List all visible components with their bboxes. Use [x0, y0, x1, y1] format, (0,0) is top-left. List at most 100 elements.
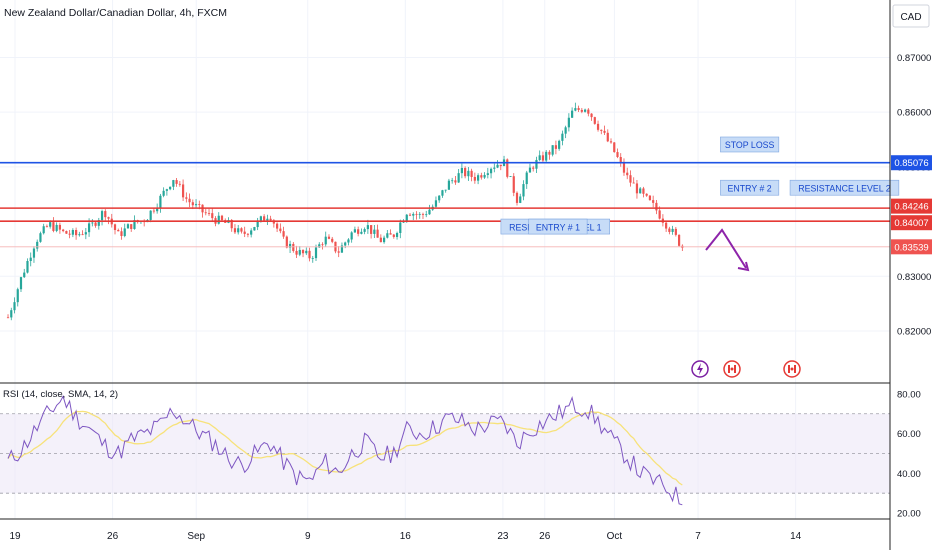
candle-8: [32, 246, 36, 263]
rsi-tick-0: 20.00: [897, 509, 921, 520]
candle-body-127: [418, 213, 421, 215]
candle-body-107: [353, 229, 357, 233]
time-axis[interactable]: 19 26 Sep 9 16 23 26 Oct 7 14: [9, 531, 801, 542]
candle-195: [639, 186, 642, 194]
annotation-text-0: STOP LOSS: [725, 140, 775, 150]
candle-body-164: [538, 155, 541, 160]
candle-163: [535, 156, 538, 173]
candle-52: [175, 178, 178, 187]
candle-body-166: [545, 151, 548, 161]
candle-body-85: [282, 231, 285, 237]
candle-47: [159, 193, 162, 213]
candle-body-163: [535, 159, 538, 169]
candle-136: [447, 178, 451, 190]
candle-body-133: [438, 195, 441, 201]
candle-76: [253, 226, 256, 231]
candle-body-91: [301, 249, 305, 254]
annotation-2[interactable]: RESISTANCE LEVEL 2: [789, 179, 900, 196]
candle-body-193: [632, 182, 635, 184]
horizontal-lines[interactable]: [0, 161, 890, 248]
candle-169: [554, 140, 558, 155]
candle-body-109: [360, 231, 363, 234]
annotation-0[interactable]: STOP LOSS: [720, 136, 780, 153]
annotation-1[interactable]: ENTRY # 2: [720, 179, 780, 196]
candle-body-4: [19, 277, 23, 290]
candle-body-162: [532, 167, 535, 169]
candle-38: [130, 224, 133, 232]
candle-body-172: [564, 127, 567, 134]
candle-body-192: [629, 175, 632, 183]
candle-body-110: [363, 229, 366, 232]
candle-181: [593, 116, 596, 125]
candle-body-22: [78, 234, 81, 236]
rsi-tick-1: 40.00: [897, 469, 921, 480]
candle-body-56: [188, 198, 191, 203]
candle-182: [596, 120, 600, 132]
currency-label[interactable]: CAD: [900, 12, 921, 23]
candle-body-126: [415, 213, 418, 215]
candle-body-19: [68, 233, 71, 235]
candle-88: [292, 242, 295, 253]
candle-135: [444, 189, 447, 193]
rsi-indicator-label[interactable]: RSI (14, close, SMA, 14, 2): [3, 389, 118, 400]
candle-body-15: [55, 224, 58, 231]
chart-title: New Zealand Dollar/Canadian Dollar, 4h, …: [4, 7, 227, 19]
candle-body-187: [613, 142, 616, 153]
candle-body-83: [276, 223, 279, 229]
candle-body-102: [337, 251, 340, 253]
price-tick-4: 0.86000: [897, 108, 931, 119]
candle-body-106: [350, 232, 353, 240]
candle-11: [42, 223, 45, 235]
candle-3: [16, 287, 19, 307]
candle-190: [622, 158, 626, 176]
currency-button[interactable]: [892, 4, 930, 28]
time-tick-2: Sep: [187, 531, 205, 542]
candle-body-170: [558, 140, 561, 149]
candle-63: [211, 208, 214, 223]
candle-body-146: [480, 175, 483, 178]
candle-144: [473, 172, 476, 184]
candle-44: [149, 210, 152, 223]
candle-body-130: [428, 209, 431, 215]
candlestick-series: [6, 102, 684, 321]
candle-132: [434, 196, 438, 208]
candle-body-178: [583, 109, 587, 112]
candle-139: [457, 168, 460, 183]
candle-24: [84, 227, 87, 240]
candle-body-196: [642, 188, 645, 194]
candle-199: [652, 195, 655, 208]
canada-flag-event-icon-2[interactable]: [783, 360, 801, 378]
candle-body-88: [292, 243, 295, 251]
candle-body-34: [117, 230, 120, 232]
candle-body-0: [6, 317, 10, 319]
canada-flag-event-icon[interactable]: [723, 360, 741, 378]
candle-body-76: [253, 227, 256, 231]
price-axis[interactable]: 0.820000.830000.840000.850000.860000.870…: [897, 53, 931, 338]
candle-23: [81, 230, 84, 236]
lightning-event-icon[interactable]: [691, 360, 709, 378]
candle-body-121: [399, 222, 402, 234]
candle-body-7: [29, 257, 32, 262]
candle-72: [240, 227, 243, 234]
trade-arrow-head-icon: [737, 261, 750, 272]
rsi-sma-line: [7, 410, 683, 486]
candle-body-21: [75, 229, 78, 236]
candle-53: [178, 180, 181, 187]
annotation-4[interactable]: ENTRY # 1: [528, 218, 588, 235]
candle-body-136: [447, 180, 451, 190]
candle-105: [347, 238, 350, 246]
rsi-axis[interactable]: 20.00 40.00 60.00 80.00: [897, 389, 921, 519]
trade-arrow[interactable]: [705, 228, 747, 269]
candle-body-188: [616, 152, 619, 158]
annotation-box-2: [789, 179, 900, 196]
candle-39: [133, 215, 136, 230]
candle-92: [305, 247, 308, 256]
candle-body-90: [298, 249, 301, 255]
candle-109: [360, 228, 363, 235]
time-tick-6: 26: [539, 531, 551, 542]
candle-14: [52, 217, 55, 233]
time-tick-4: 16: [400, 531, 412, 542]
candle-29: [100, 209, 104, 226]
